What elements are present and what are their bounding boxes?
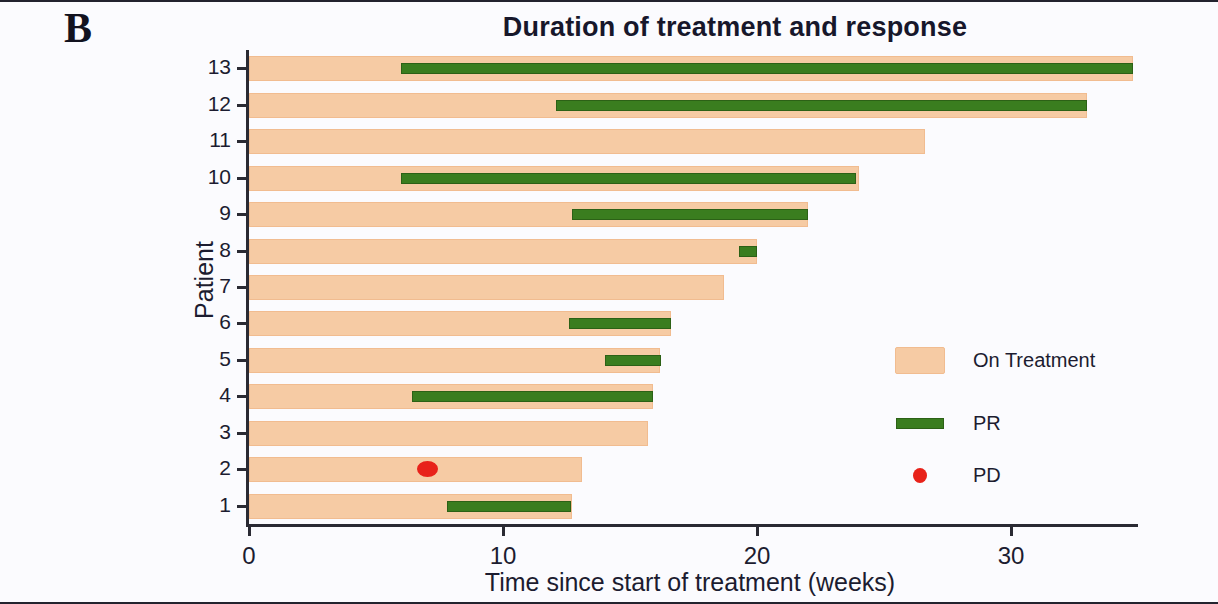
legend-item-pd: PD xyxy=(893,461,1123,489)
pr-bar-patient-4 xyxy=(412,391,653,402)
x-tick xyxy=(502,527,505,536)
x-tick xyxy=(1010,527,1013,536)
y-tick-label: 10 xyxy=(171,165,231,189)
treatment-bar-patient-3 xyxy=(249,421,648,446)
panel-label: B xyxy=(64,4,92,52)
x-tick-label: 10 xyxy=(490,542,517,570)
x-tick xyxy=(248,527,251,536)
pd-marker-patient-2 xyxy=(417,461,438,477)
y-tick xyxy=(237,505,247,508)
x-tick-label: 0 xyxy=(242,542,255,570)
y-tick-label: 8 xyxy=(171,238,231,262)
treatment-bar-patient-8 xyxy=(249,239,757,264)
y-tick-label: 11 xyxy=(171,128,231,152)
y-tick-label: 9 xyxy=(171,201,231,225)
y-tick xyxy=(237,322,247,325)
pr-bar-patient-10 xyxy=(401,173,856,184)
y-tick xyxy=(237,213,247,216)
y-tick-label: 4 xyxy=(171,383,231,407)
treatment-bar-patient-11 xyxy=(249,129,925,154)
pr-swatch-icon xyxy=(896,418,944,429)
y-tick xyxy=(237,177,247,180)
treatment-bar-patient-2 xyxy=(249,457,582,482)
legend-swatch-box xyxy=(893,418,947,429)
y-tick xyxy=(237,395,247,398)
y-tick-label: 5 xyxy=(171,347,231,371)
y-tick xyxy=(237,67,247,70)
legend-label-pd: PD xyxy=(973,464,1001,487)
y-tick-label: 7 xyxy=(171,274,231,298)
x-tick-label: 30 xyxy=(998,542,1025,570)
legend: On Treatment PR PD xyxy=(893,346,1123,489)
y-tick xyxy=(237,286,247,289)
pr-bar-patient-5 xyxy=(605,355,661,366)
legend-label-on-treatment: On Treatment xyxy=(973,349,1095,372)
pr-bar-patient-1 xyxy=(447,501,571,512)
y-tick xyxy=(237,432,247,435)
y-tick-label: 2 xyxy=(171,456,231,480)
pr-bar-patient-9 xyxy=(572,209,808,220)
legend-item-pr: PR xyxy=(893,409,1123,437)
y-tick xyxy=(237,140,247,143)
pr-bar-patient-6 xyxy=(569,318,671,329)
y-tick-label: 12 xyxy=(171,92,231,116)
y-tick xyxy=(237,104,247,107)
y-tick xyxy=(237,250,247,253)
y-tick xyxy=(237,468,247,471)
x-tick-label: 20 xyxy=(744,542,771,570)
pr-bar-patient-13 xyxy=(401,63,1133,74)
pr-bar-patient-12 xyxy=(556,100,1087,111)
chart-title: Duration of treatment and response xyxy=(455,12,1015,43)
treatment-bar-patient-7 xyxy=(249,275,724,300)
legend-swatch-box xyxy=(893,347,947,374)
x-tick xyxy=(756,527,759,536)
legend-label-pr: PR xyxy=(973,412,1001,435)
y-tick-label: 3 xyxy=(171,420,231,444)
legend-swatch-box xyxy=(893,468,947,483)
y-tick xyxy=(237,359,247,362)
x-axis-title: Time since start of treatment (weeks) xyxy=(485,568,895,597)
y-tick-label: 1 xyxy=(171,493,231,517)
swimmer-plot-figure: B Duration of treatment and response Pat… xyxy=(0,0,1218,604)
legend-item-on-treatment: On Treatment xyxy=(893,346,1123,374)
y-tick-label: 13 xyxy=(171,55,231,79)
y-tick-label: 6 xyxy=(171,310,231,334)
pd-swatch-icon xyxy=(913,468,927,483)
on-treatment-swatch-icon xyxy=(895,347,945,374)
pr-bar-patient-8 xyxy=(739,246,757,257)
treatment-bar-patient-5 xyxy=(249,348,660,373)
